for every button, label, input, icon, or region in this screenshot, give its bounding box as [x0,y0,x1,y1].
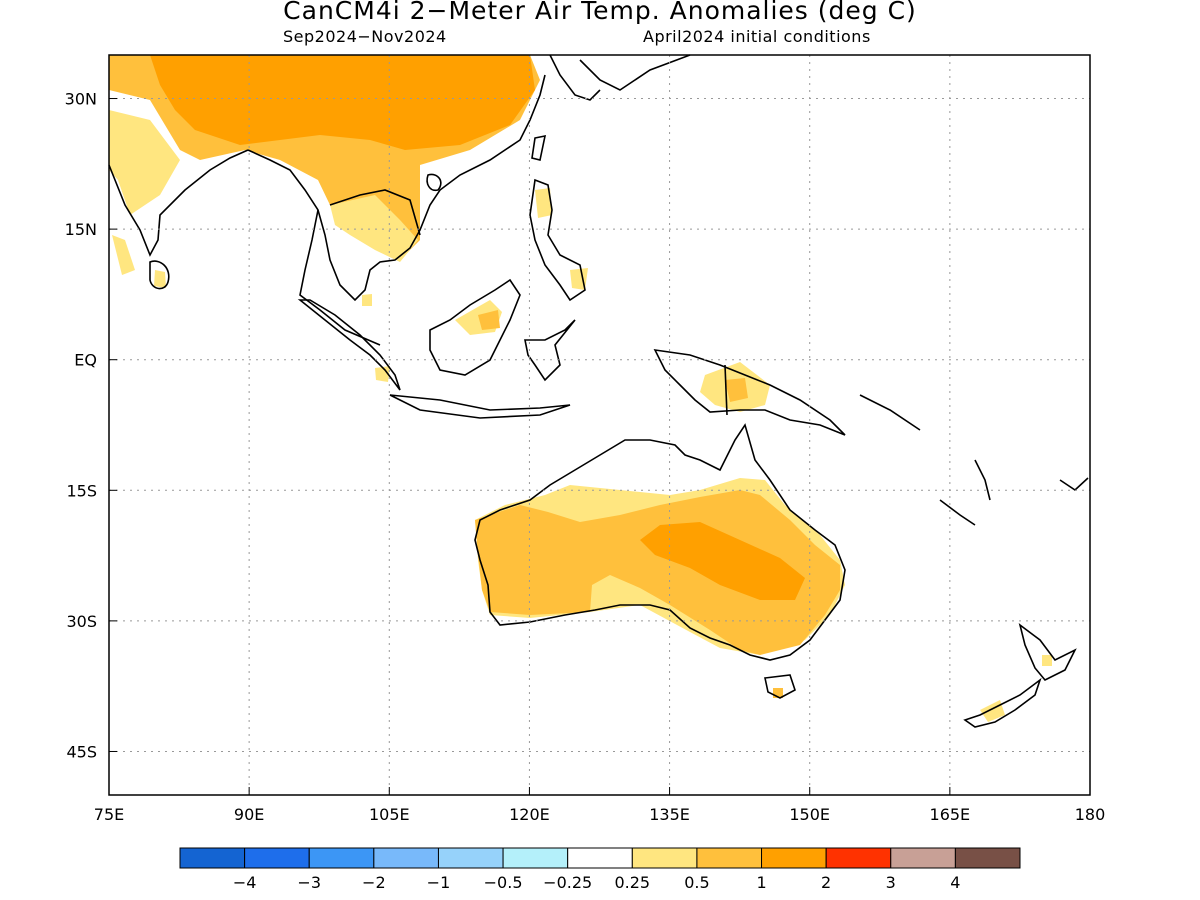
colorbar-label: 2 [821,873,831,892]
colorbar-label: −4 [233,873,257,892]
colorbar: −4 −3 −2 −1 −0.5 −0.25 0.25 0.5 1 2 3 4 [179,847,1021,892]
colorbar-swatch [244,847,310,869]
anomaly-shading [109,55,1052,722]
colorbar-label: −0.25 [543,873,592,892]
x-tick-label: 135E [649,805,690,824]
coastlines [108,54,1089,728]
map-title: CanCM4i 2−Meter Air Temp. Anomalies (deg… [283,0,917,25]
map-frame [108,54,1091,796]
initial-conditions-label: April2024 initial conditions [643,27,871,46]
colorbar-swatch [179,847,246,869]
colorbar-swatch [825,847,892,869]
x-tick-label: 105E [369,805,410,824]
colorbar-label: −3 [297,873,321,892]
x-tick-label: 120E [509,805,550,824]
y-tick-label: 30S [66,612,97,631]
colorbar-label: −1 [427,873,451,892]
x-tick-label: 90E [234,805,264,824]
colorbar-swatch [631,847,698,869]
x-tick-label: 75E [94,805,124,824]
colorbar-label: 3 [886,873,896,892]
y-tick-label: 45S [66,742,97,761]
y-tick-label: 30N [65,90,97,109]
season-label: Sep2024−Nov2024 [283,27,447,46]
gridlines [109,55,1090,795]
y-tick-label: 15N [65,220,97,239]
colorbar-swatch [567,847,633,869]
colorbar-swatch [502,847,569,869]
colorbar-swatch [761,847,827,869]
x-tick-label: 180 [1075,805,1106,824]
colorbar-swatch [890,847,956,869]
colorbar-label: −2 [362,873,386,892]
colorbar-swatch [954,847,1021,869]
x-tick-label: 150E [789,805,830,824]
colorbar-label: 0.25 [614,873,650,892]
colorbar-label: 0.5 [684,873,709,892]
y-tick-label: EQ [74,351,97,370]
colorbar-label: 1 [756,873,766,892]
colorbar-label: 4 [950,873,960,892]
colorbar-swatch [437,847,504,869]
axis-ticks: 75E 90E 105E 120E 135E 150E 165E 180 30N 15N EQ 15S… [65,90,1106,824]
colorbar-swatch [373,847,439,869]
x-tick-label: 165E [930,805,971,824]
y-tick-label: 15S [66,481,97,500]
colorbar-label: −0.5 [484,873,523,892]
colorbar-swatch [308,847,375,869]
colorbar-swatch [696,847,763,869]
